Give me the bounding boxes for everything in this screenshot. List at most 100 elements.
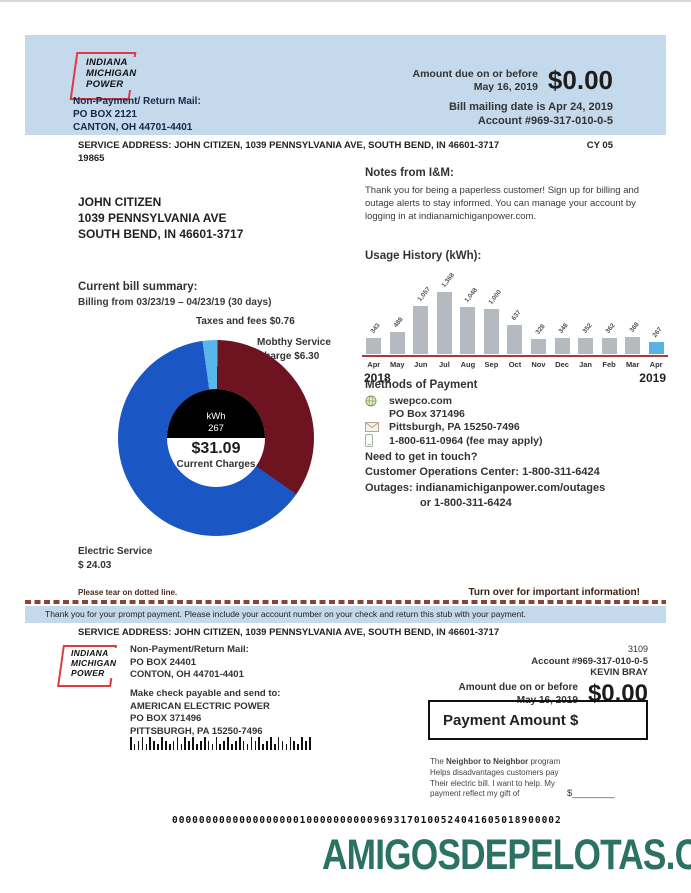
globe-icon: [365, 395, 389, 407]
stub-account-block: 3109 Account #969-317-010-0-5 KEVIN BRAY: [531, 644, 648, 679]
customer-street: 1039 PENNSYLVANIA AVE: [78, 211, 227, 225]
page-top-divider: [0, 0, 691, 2]
usage-bar-column: 1,000: [480, 268, 504, 354]
stub-return-mail-line: CONTON, OH 44701-4401: [130, 669, 244, 680]
neighbor-pre: The: [430, 757, 447, 766]
amount-due-block: Amount due on or before May 16, 2019 $0.…: [413, 65, 614, 127]
usage-bar-value: 267: [651, 326, 664, 339]
stub-return-mail-line: Non-Payment/Return Mail:: [130, 644, 249, 655]
usage-month-label: Nov: [531, 360, 546, 369]
usage-bar: [460, 307, 476, 354]
stub-doc-number: 3109: [627, 644, 648, 654]
notes-body: Thank you for being a paperless customer…: [365, 185, 640, 223]
usage-history-chart: 343 488 1,057 1,368 1,048 1,000 637 328 348 352 36…: [362, 268, 668, 385]
billing-period: Billing from 03/23/19 – 04/23/19 (30 day…: [78, 297, 272, 308]
usage-bar-value: 1,368: [440, 271, 456, 289]
usage-bar: [578, 338, 594, 354]
usage-month-label: Oct: [508, 360, 522, 369]
monthly-service-label: Mobthy Service Charge $6.30: [257, 336, 331, 364]
taxes-fees-label: Taxes and fees $0.76: [196, 316, 295, 327]
payment-method-website: swepco.com: [389, 394, 453, 407]
account-number: Account #969-317-010-0-5: [477, 115, 613, 127]
stub-amount-due-block: Amount due on or before May 16, 2019 $0.…: [458, 680, 648, 708]
outages-line: Outages: indianamichiganpower.com/outage…: [365, 482, 606, 494]
kwh-label: kWh: [206, 411, 226, 422]
usage-bar-column: 368: [621, 268, 645, 354]
payment-method-pobox: PO Box 371496: [389, 408, 465, 421]
monthly-service-label-line1: Mobthy Service: [257, 337, 331, 348]
usage-month-label: Feb: [602, 360, 616, 369]
logo-line: POWER: [84, 79, 139, 90]
check-payable-line: PITTSBURGH, PA 15250-7496: [130, 725, 263, 737]
outages-phone-line: or 1-800-311-6424: [420, 497, 512, 509]
gift-amount-field: $________: [567, 788, 615, 799]
payment-amount-box: Payment Amount $: [428, 700, 648, 740]
logo-line: POWER: [69, 668, 119, 678]
usage-bar-value: 1,057: [416, 285, 433, 303]
usage-bar-column: 1,057: [409, 268, 433, 354]
payment-method-pobox-row: PO Box 371496: [365, 407, 543, 420]
usage-bar-value: 343: [369, 322, 382, 335]
usage-bar: [530, 339, 546, 354]
current-charges-amount: $31.09: [191, 440, 241, 457]
return-mail-line: Non-Payment/ Return Mail:: [73, 96, 201, 107]
payment-method-city: Pittsburgh, PA 15250-7496: [389, 421, 520, 434]
bill-header: INDIANA MICHIGAN POWER Non-Payment/ Retu…: [25, 35, 666, 135]
notes-heading: Notes from I&M:: [365, 167, 454, 179]
neighbor-line1: The Neighbor to Neighbor program: [430, 757, 610, 768]
usage-bar-column: 637: [503, 268, 527, 354]
usage-bar-value: 368: [628, 321, 641, 334]
check-payable-block: Make check payable and send to: AMERICAN…: [130, 688, 280, 738]
usage-bar: [366, 338, 382, 354]
monthly-service-label-line2: Charge $6.30: [257, 351, 320, 362]
usage-month-label: Jun: [414, 360, 428, 369]
check-payable-heading: Make check payable and send to:: [130, 688, 281, 699]
payment-method-web-row: swepco.com: [365, 394, 543, 407]
usage-bar-column: 352: [574, 268, 598, 354]
payment-amount-label: Payment Amount $: [443, 711, 579, 729]
neighbor-program-text: The Neighbor to Neighbor program Helps d…: [430, 757, 610, 800]
stub-customer-name: KEVIN BRAY: [590, 667, 648, 678]
electric-service-block: Electric Service $ 24.03: [78, 545, 153, 573]
return-mail-block: Non-Payment/ Return Mail: PO BOX 2121 CA…: [73, 95, 201, 134]
logo-text: INDIANA MICHIGAN POWER: [84, 57, 139, 90]
donut-center-amount: $31.09 Current Charges: [167, 438, 265, 470]
neighbor-bold: Neighbor to Neighbor: [446, 757, 529, 766]
usage-history-heading: Usage History (kWh):: [365, 250, 482, 262]
usage-bar-value: 637: [510, 309, 523, 322]
neighbor-post: program: [528, 757, 561, 766]
turn-over-note: Turn over for important information!: [468, 587, 640, 598]
stub-service-address: SERVICE ADDRESS: JOHN CITIZEN, 1039 PENN…: [78, 627, 500, 638]
usage-bar-column: 362: [597, 268, 621, 354]
usage-month-label: Apr: [367, 360, 381, 369]
stub-company-logo: INDIANA MICHIGAN POWER: [57, 643, 140, 691]
amount-due-row: Amount due on or before May 16, 2019 $0.…: [413, 65, 614, 96]
donut-chart: kWh 267 $31.09 Current Charges: [118, 340, 314, 536]
electric-service-value: $ 24.03: [78, 560, 112, 571]
usage-bar-value: 1,000: [487, 288, 503, 306]
company-logo: INDIANA MICHIGAN POWER: [69, 49, 173, 103]
payment-method-phone: 1-800-611-0964 (fee may apply): [389, 434, 543, 447]
donut-center: kWh 267 $31.09 Current Charges: [167, 389, 265, 487]
amount-due-value: $0.00: [547, 65, 613, 95]
check-payable-line: PO BOX 371496: [130, 713, 202, 724]
usage-month-label: Jul: [438, 360, 450, 369]
usage-month-label: Sep: [484, 360, 499, 369]
check-payable-line: AMERICAN ELECTRIC POWER: [130, 700, 270, 712]
amount-due-date: May 16, 2019: [473, 80, 538, 93]
mobile-phone-icon: [365, 434, 389, 448]
amount-due-label: Amount due on or before May 16, 2019: [413, 68, 538, 94]
usage-bar-column: 267: [644, 268, 668, 354]
usage-bar-column: 348: [550, 268, 574, 354]
usage-month-label: Jan: [579, 360, 593, 369]
electric-service-label: Electric Service: [78, 546, 153, 557]
cycle-code: CY 05: [586, 140, 613, 151]
neighbor-line3: Their electric bill. I want to help. My: [430, 778, 555, 788]
usage-bar-value: 1,048: [463, 286, 480, 304]
logo-line: INDIANA: [84, 57, 139, 68]
usage-year-right: 2019: [639, 371, 666, 385]
contact-heading: Need to get in touch?: [365, 451, 478, 463]
customer-city: SOUTH BEND, IN 46601-3717: [78, 227, 244, 241]
usage-bar: [625, 337, 641, 354]
usage-months: Apr May Jun Jul Aug Sep Oct Nov Dec Jan Feb Mar Apr: [362, 357, 668, 369]
